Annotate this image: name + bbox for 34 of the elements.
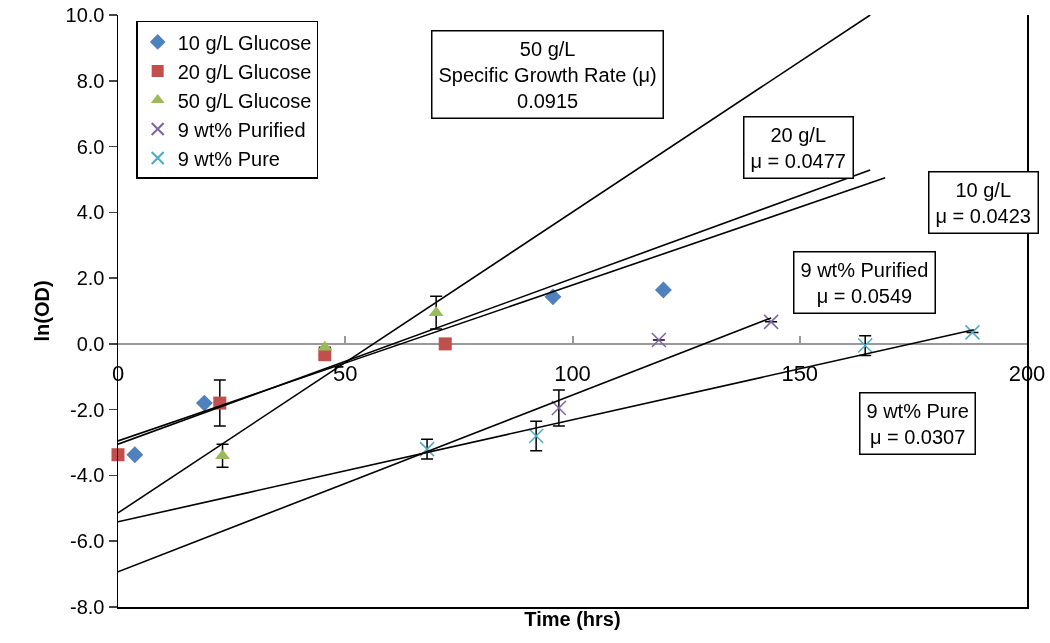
y-tick-label: 4.0 <box>76 201 105 224</box>
legend-label: 50 g/L Glucose <box>177 89 312 112</box>
y-tick-label: 8.0 <box>76 69 105 92</box>
point <box>195 394 213 412</box>
x-axis-title: Time (hrs) <box>524 607 621 630</box>
legend-label: 9 wt% Purified <box>177 118 306 141</box>
point <box>551 400 567 416</box>
legend-label: 10 g/L Glucose <box>177 31 312 54</box>
legend-label: 9 wt% Pure <box>177 147 280 170</box>
y-tick-label: 6.0 <box>76 135 105 158</box>
point <box>651 332 667 348</box>
y-tick-label: -4.0 <box>70 464 105 487</box>
y-tick-label: -2.0 <box>70 398 105 421</box>
point <box>763 314 779 330</box>
point <box>438 337 452 351</box>
y-tick-label: -6.0 <box>70 530 105 553</box>
y-axis-title: ln(OD) <box>31 280 54 342</box>
point <box>111 448 125 462</box>
annotation: 9 wt% Purified μ = 0.0549 <box>800 258 929 307</box>
point <box>654 281 672 299</box>
x-tick-label: 50 <box>333 360 358 386</box>
y-tick-label: 10.0 <box>65 4 105 26</box>
legend-label: 20 g/L Glucose <box>177 60 312 83</box>
x-tick-label: 100 <box>554 360 591 386</box>
y-tick-label: -8.0 <box>70 596 105 618</box>
point <box>126 446 144 464</box>
annotation: 10 g/L μ = 0.0423 <box>935 178 1031 227</box>
point <box>528 428 544 444</box>
point <box>964 324 981 341</box>
annotation: 50 g/L Specific Growth Rate (μ) 0.0915 <box>438 37 657 112</box>
y-tick-label: 2.0 <box>76 267 105 290</box>
annotation: 9 wt% Pure μ = 0.0307 <box>866 399 969 448</box>
y-tick-label: 0.0 <box>76 332 105 355</box>
annotation: 20 g/L μ = 0.0477 <box>750 123 846 172</box>
